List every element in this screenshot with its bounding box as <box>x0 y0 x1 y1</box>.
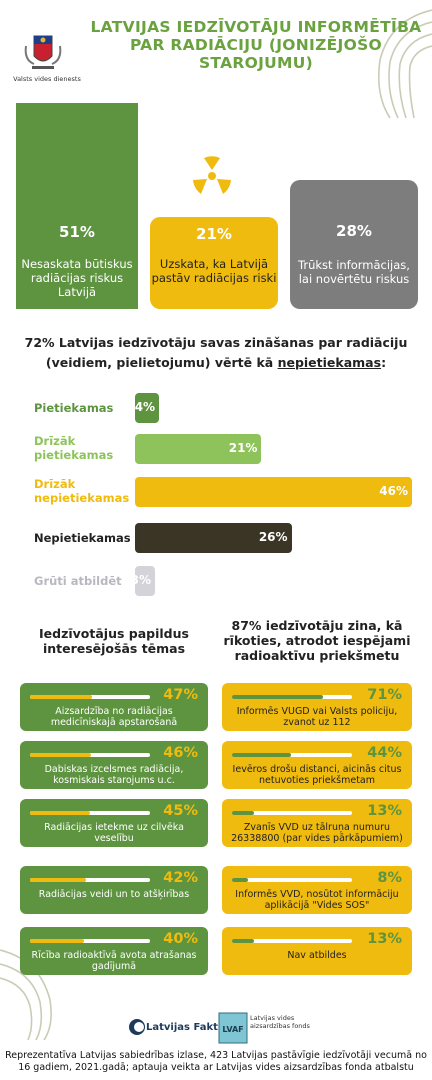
topic-pct-1: 46% <box>163 745 198 761</box>
topic-text-3: Radiācijas veidi un to atšķirības <box>38 889 190 900</box>
org-name: Valsts vides dienests <box>13 75 81 83</box>
bar-value-1: 21% <box>228 441 258 455</box>
topic-fill-0 <box>30 695 93 699</box>
right-section-title: 87% iedzīvotāju zina, kā rīkoties, atrod… <box>223 618 411 663</box>
action-track-1 <box>232 753 352 757</box>
action-fill-1 <box>232 753 291 757</box>
question-text: 72% Latvijas iedzīvotāju savas zināšanas… <box>24 335 408 370</box>
bar-value-0: 4% <box>134 400 156 414</box>
topic-card-0: 47% Aizsardzība no radiācijas medicīniska… <box>20 683 208 731</box>
box-no-risk: 51% Nesaskata būtiskus radiācijas riskus… <box>16 103 138 309</box>
box-risk-text: Uzskata, ka Latvijā pastāv radiācijas ri… <box>151 257 277 285</box>
lvaf-logo-icon: LVAF <box>218 1012 248 1044</box>
topic-card-4: 40% Rīcība radioaktīvā avota atrašanas ga… <box>20 927 208 975</box>
fingerprint-decoration-bottom <box>0 949 52 1040</box>
bar-3: 26% <box>135 523 292 553</box>
topic-pct-0: 47% <box>163 687 198 703</box>
topic-text-2: Radiācijas ietekme uz cilvēka veselību <box>44 822 184 844</box>
bar-label-1: Drīzāk pietiekamas <box>34 434 114 462</box>
topic-track-1 <box>30 753 150 757</box>
action-fill-3 <box>232 878 248 882</box>
action-text-0: Informēs VUGD vai Valsts policiju, zvano… <box>236 706 398 728</box>
fingerprint-decoration-top <box>377 9 432 119</box>
box-no-risk-text: Nesaskata būtiskus radiācijas riskus Lat… <box>21 257 133 299</box>
topic-card-1: 46% Dabiskas izcelsmes radiācija, kosmisk… <box>20 741 208 789</box>
topic-card-3: 42% Radiācijas veidi un to atšķirības <box>20 866 208 914</box>
bar-4: 3% <box>131 566 155 596</box>
topic-fill-4 <box>30 939 84 943</box>
action-fill-0 <box>232 695 324 699</box>
action-track-2 <box>232 811 352 815</box>
bar-label-4: Grūti atbildēt <box>34 574 122 588</box>
brand-lvaf: Latvijas vides aizsardzības fonds <box>250 1014 310 1030</box>
topic-track-2 <box>30 811 150 815</box>
svg-text:LVAF: LVAF <box>222 1025 243 1034</box>
action-text-1: Ievēros drošu distanci, aicinās citus ne… <box>232 764 402 786</box>
action-pct-0: 71% <box>367 687 402 703</box>
action-fill-2 <box>232 811 254 815</box>
action-card-1: 44% Ievēros drošu distanci, aicinās citus… <box>222 741 412 789</box>
action-track-0 <box>232 695 352 699</box>
latvijas-fakti-logo-icon <box>129 1019 145 1035</box>
action-card-0: 71% Informēs VUGD vai Valsts policiju, zv… <box>222 683 412 731</box>
box-no-info-pct: 28% <box>336 222 372 240</box>
topic-track-0 <box>30 695 150 699</box>
question-end: : <box>381 355 387 370</box>
bar-0: 4% <box>134 393 160 423</box>
box-no-risk-pct: 51% <box>59 223 95 241</box>
action-text-4: Nav atbildes <box>287 950 347 961</box>
topic-fill-2 <box>30 811 90 815</box>
action-text-2: Zvanīs VVD uz tālruņa numuru 26338800 (p… <box>231 822 403 844</box>
topic-track-4 <box>30 939 150 943</box>
action-pct-4: 13% <box>367 931 402 947</box>
bar-value-3: 26% <box>258 530 288 544</box>
action-track-4 <box>232 939 352 943</box>
bar-2: 46% <box>135 477 412 507</box>
topic-text-0: Aizsardzība no radiācijas medicīniskajā … <box>50 706 178 728</box>
action-pct-1: 44% <box>367 745 402 761</box>
action-pct-3: 8% <box>377 870 402 886</box>
topic-text-4: Rīcība radioaktīvā avota atrašanas gadīj… <box>31 950 197 972</box>
footer-note: Reprezentatīva Latvijas sabiedrības izla… <box>5 1050 427 1073</box>
action-pct-2: 13% <box>367 803 402 819</box>
latvia-coat-of-arms-icon <box>24 35 62 69</box>
action-card-3: 8% Informēs VVD, nosūtot informāciju apli… <box>222 866 412 914</box>
brand-latvijas-fakti: Latvijas Fakti <box>146 1022 222 1033</box>
topic-track-3 <box>30 878 150 882</box>
topic-fill-3 <box>30 878 87 882</box>
bar-label-3: Nepietiekamas <box>34 531 131 545</box>
page-title: LATVIJAS IEDZĪVOTĀJU INFORMĒTĪBA PAR RAD… <box>90 18 422 72</box>
radiation-icon <box>193 156 231 194</box>
action-track-3 <box>232 878 352 882</box>
bar-1: 21% <box>135 434 262 464</box>
bar-value-2: 46% <box>379 484 408 498</box>
bar-label-0: Pietiekamas <box>34 401 114 415</box>
left-section-title: Iedzīvotājus papildus interesējošās tēma… <box>39 626 189 656</box>
box-no-info-text: Trūkst informācijas, lai novērtētu risku… <box>298 258 410 286</box>
action-card-2: 13% Zvanīs VVD uz tālruņa numuru 26338800… <box>222 799 412 847</box>
bar-value-4: 3% <box>130 573 151 587</box>
box-no-info: 28% Trūkst informācijas, lai novērtētu r… <box>290 180 418 309</box>
topic-text-1: Dabiskas izcelsmes radiācija, kosmiskais… <box>44 764 184 786</box>
topic-pct-3: 42% <box>163 870 198 886</box>
action-text-3: Informēs VVD, nosūtot informāciju aplikā… <box>235 889 399 911</box>
topic-fill-1 <box>30 753 92 757</box>
action-card-4: 13% Nav atbildes <box>222 927 412 975</box>
topic-card-2: 45% Radiācijas ietekme uz cilvēka veselīb… <box>20 799 208 847</box>
action-fill-4 <box>232 939 254 943</box>
box-risk: 21% Uzskata, ka Latvijā pastāv radiācija… <box>150 217 278 309</box>
topic-pct-2: 45% <box>163 803 198 819</box>
question-emph: nepietiekamas <box>277 355 382 370</box>
knowledge-question: 72% Latvijas iedzīvotāju savas zināšanas… <box>20 333 412 373</box>
bar-label-2: Drīzāk nepietiekamas <box>34 477 130 505</box>
topic-pct-4: 40% <box>163 931 198 947</box>
box-risk-pct: 21% <box>196 225 232 243</box>
